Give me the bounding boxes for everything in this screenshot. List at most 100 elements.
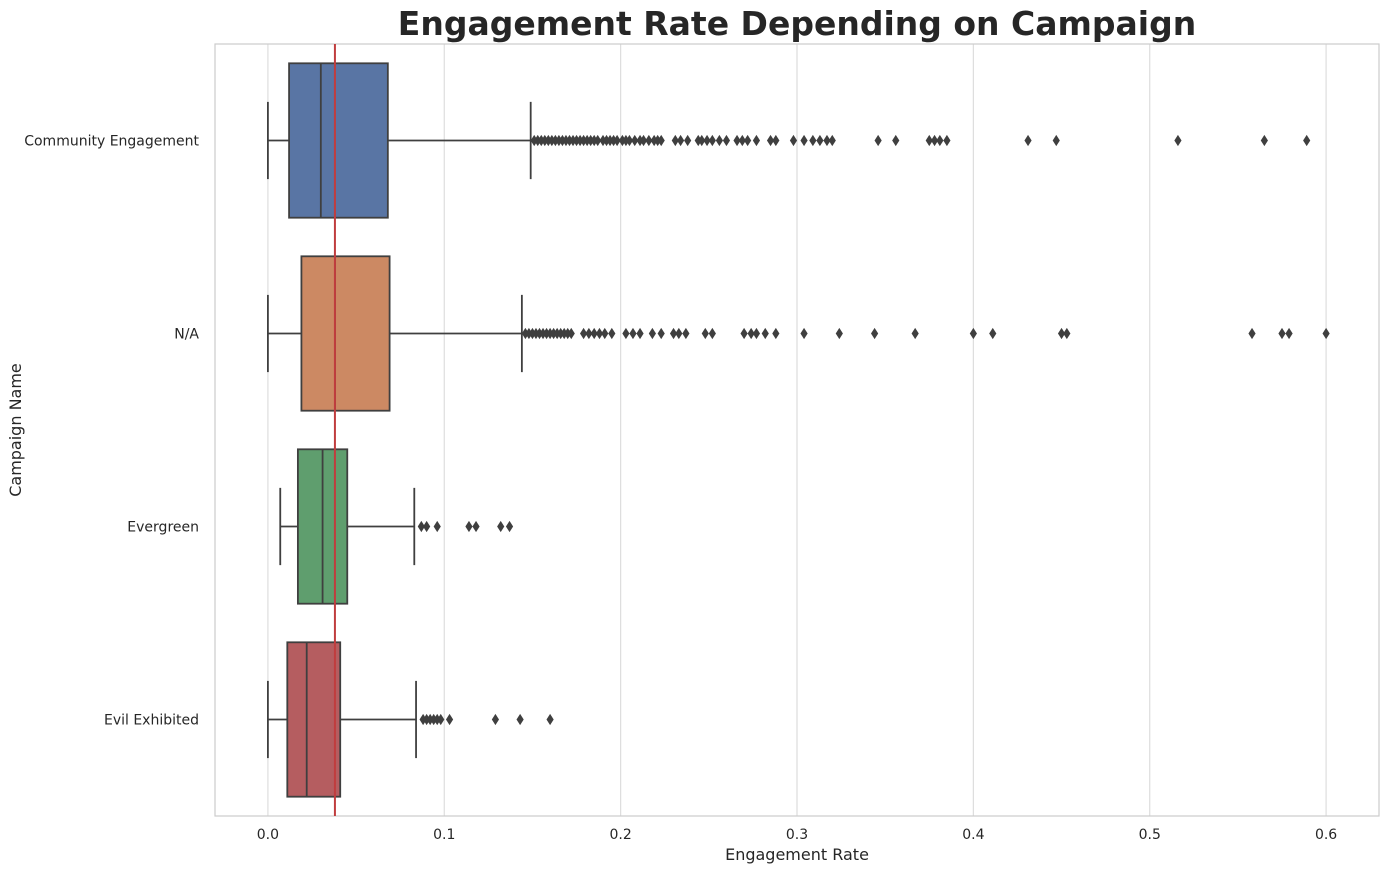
- y-axis-label: Campaign Name: [6, 363, 25, 497]
- outlier-point: [445, 713, 454, 726]
- outlier-point: [816, 134, 824, 147]
- box-series-group: [267, 62, 1330, 798]
- outlier-point: [752, 134, 761, 147]
- x-tick-label: 0.6: [1315, 827, 1337, 843]
- y-tick-label: N/A: [174, 327, 199, 343]
- outlier-point: [590, 327, 598, 340]
- outlier-point: [636, 327, 644, 340]
- outlier-point: [1322, 327, 1330, 340]
- outlier-point: [1260, 134, 1268, 147]
- x-tick-label: 0.4: [962, 827, 984, 843]
- outlier-point: [892, 134, 900, 147]
- outlier-point: [505, 520, 514, 533]
- x-tick-label: 0.5: [1139, 827, 1161, 843]
- outlier-point: [703, 134, 711, 147]
- outlier-point: [733, 134, 741, 147]
- outlier-point: [437, 713, 445, 726]
- iqr-box: [300, 255, 391, 412]
- outlier-point: [671, 134, 679, 147]
- outlier-point: [622, 327, 630, 340]
- outlier-point: [601, 327, 609, 340]
- outlier-point: [871, 327, 879, 340]
- x-tick-label: 0.2: [610, 827, 632, 843]
- outlier-point: [1063, 327, 1071, 340]
- outlier-point: [1285, 327, 1293, 340]
- outlier-point: [417, 520, 425, 533]
- box-3: [279, 448, 514, 605]
- outlier-point: [698, 134, 706, 147]
- outlier-point: [874, 134, 882, 147]
- outlier-point: [631, 134, 639, 147]
- outlier-point: [701, 327, 709, 340]
- y-tick-label: Community Engagement: [24, 134, 199, 150]
- outlier-point: [491, 713, 500, 726]
- outlier-point: [625, 134, 634, 147]
- outlier-point: [1248, 327, 1256, 340]
- x-tick-labels: 0.0 0.1 0.2 0.3 0.4 0.5 0.6: [257, 827, 1338, 843]
- outlier-point: [708, 134, 716, 147]
- x-tick-label: 0.3: [786, 827, 808, 843]
- outlier-point: [648, 327, 656, 340]
- outlier-point: [585, 327, 593, 340]
- outlier-point: [497, 520, 505, 533]
- grid-lines: [267, 44, 1327, 816]
- outlier-point: [594, 134, 602, 147]
- outlier-point: [789, 134, 798, 147]
- outlier-point: [423, 520, 431, 533]
- outlier-point: [682, 327, 690, 340]
- outlier-point: [1303, 134, 1311, 147]
- outlier-point: [516, 713, 524, 726]
- plot-frame: [214, 43, 1380, 817]
- outlier-point: [608, 327, 616, 340]
- outlier-point: [715, 134, 723, 147]
- outlier-point: [465, 520, 473, 533]
- outlier-point: [752, 327, 761, 340]
- outlier-point: [684, 134, 692, 147]
- outlier-point: [930, 134, 939, 147]
- outlier-point: [835, 327, 843, 340]
- outlier-point: [738, 134, 746, 147]
- outlier-point: [1052, 134, 1060, 147]
- outlier-point: [800, 327, 808, 340]
- outlier-point: [639, 134, 648, 147]
- iqr-box: [288, 62, 389, 219]
- outlier-point: [613, 134, 621, 147]
- x-tick-label: 0.1: [433, 827, 455, 843]
- outlier-point: [747, 327, 755, 340]
- outlier-point: [708, 327, 716, 340]
- outlier-point: [722, 134, 731, 147]
- outlier-point: [1024, 134, 1032, 147]
- outlier-point: [677, 134, 685, 147]
- outlier-point: [772, 134, 780, 147]
- outlier-point: [580, 327, 588, 340]
- outlier-point: [546, 713, 554, 726]
- outlier-point: [1057, 327, 1066, 340]
- outlier-point: [744, 134, 752, 147]
- outlier-point: [567, 327, 575, 340]
- outlier-point: [828, 134, 836, 147]
- chart-title: Engagement Rate Depending on Campaign: [398, 4, 1196, 43]
- outlier-point: [809, 134, 817, 147]
- outlier-point: [766, 134, 775, 147]
- outlier-point: [669, 327, 678, 340]
- outlier-point: [675, 327, 683, 340]
- outlier-point: [772, 327, 780, 340]
- outlier-point: [1278, 327, 1286, 340]
- outlier-point: [823, 134, 831, 147]
- outlier-point: [989, 327, 997, 340]
- box-4: [267, 641, 554, 798]
- outlier-point: [1174, 134, 1182, 147]
- outlier-point: [943, 134, 951, 147]
- y-tick-label: Evil Exhibited: [104, 713, 199, 729]
- outlier-point: [433, 520, 441, 533]
- outlier-point: [740, 327, 748, 340]
- y-tick-labels: Community Engagement N/A Evergreen Evil Exh…: [24, 134, 199, 729]
- outlier-point: [925, 134, 933, 147]
- outlier-point: [629, 327, 637, 340]
- outlier-point: [800, 134, 808, 147]
- box-2: [267, 255, 1330, 412]
- x-axis-label: Engagement Rate: [725, 845, 869, 864]
- x-tick-label: 0.0: [257, 827, 279, 843]
- y-tick-label: Evergreen: [127, 520, 199, 536]
